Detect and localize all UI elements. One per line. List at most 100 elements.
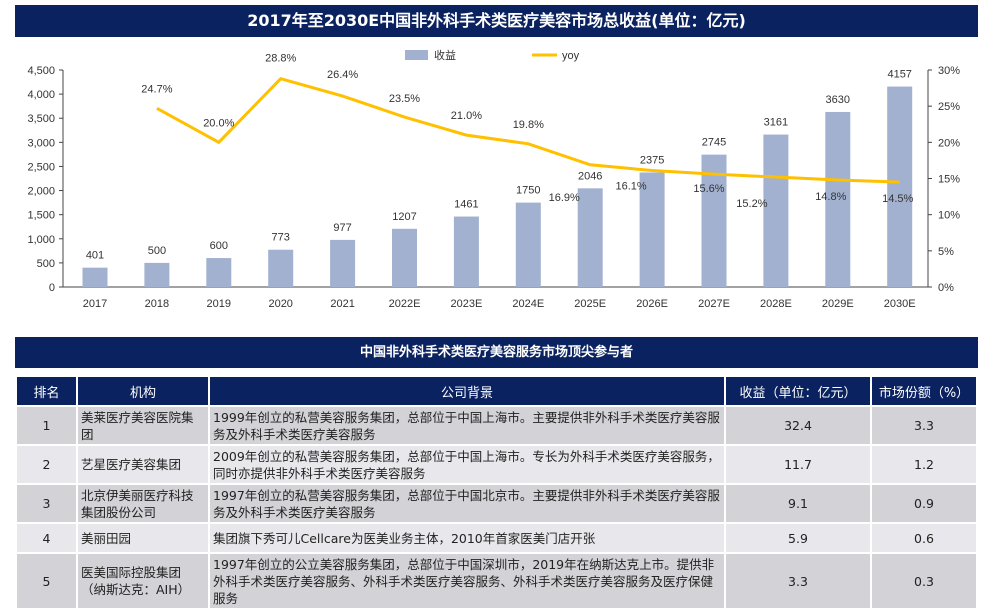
background-cell: 1997年创立的私营美容服务集团，总部位于中国北京市。主要提供非外科手术类医疗美…	[210, 485, 724, 522]
revenue-bar	[206, 258, 232, 287]
yoy-label: 26.4%	[327, 69, 358, 81]
revenue-bar	[887, 86, 913, 287]
rank-cell: 1	[17, 407, 76, 444]
header-org: 机构	[78, 377, 208, 405]
right-tick-label: 25%	[938, 101, 960, 113]
revenue-bar	[577, 188, 603, 287]
rank-cell: 3	[17, 485, 76, 522]
left-tick-label: 1,500	[27, 210, 55, 222]
bar-value-label: 773	[272, 232, 290, 244]
org-cell: 美丽田园	[78, 524, 208, 552]
revenue-chart: 0 500 1,000 1,500 2,000 2,500 3,000 3,500 4,000 4…	[27, 48, 960, 310]
background-cell: 2009年创立的私营美容服务集团，总部位于中国上海市。专长为外科手术类医疗美容服…	[210, 446, 724, 483]
top-players-table: 排名 机构 公司背景 收益（单位：亿元） 市场份额（%） 1 美莱医疗美容医院集团…	[15, 375, 978, 610]
revenue-bar	[639, 172, 665, 287]
rank-cell: 5	[17, 554, 76, 608]
yoy-label: 20.0%	[203, 117, 234, 129]
chart-title: 2017年至2030E中国非外科手术类医疗美容市场总收益(单位：亿元)	[15, 5, 978, 37]
yoy-label: 16.1%	[615, 181, 646, 193]
left-tick-label: 3,500	[27, 113, 55, 125]
yoy-label: 21.0%	[451, 110, 482, 122]
right-tick-label: 20%	[938, 137, 960, 149]
x-tick-label: 2021	[330, 298, 354, 310]
x-tick-label: 2027E	[698, 298, 730, 310]
left-tick-label: 1,000	[27, 234, 55, 246]
x-tick-label: 2029E	[822, 298, 854, 310]
bar-value-label: 1207	[392, 211, 416, 223]
share-cell: 0.3	[872, 554, 976, 608]
bar-value-label: 2375	[640, 154, 664, 166]
bar-value-label: 2745	[702, 137, 726, 149]
org-cell: 医美国际控股集团（纳斯达克：AIH）	[78, 554, 208, 608]
yoy-label: 15.6%	[693, 183, 724, 195]
x-tick-label: 2026E	[636, 298, 668, 310]
table-row: 1 美莱医疗美容医院集团 1999年创立的私营美容服务集团，总部位于中国上海市。主要…	[17, 407, 976, 444]
x-tick-label: 2028E	[760, 298, 792, 310]
left-tick-label: 2,000	[27, 186, 55, 198]
bar-value-label: 2046	[578, 170, 602, 182]
share-cell: 0.9	[872, 485, 976, 522]
revenue-cell: 11.7	[726, 446, 870, 483]
yoy-label: 14.5%	[882, 193, 913, 205]
x-tick-label: 2018	[145, 298, 169, 310]
x-tick-label: 2023E	[450, 298, 482, 310]
bar-value-label: 3630	[826, 94, 850, 106]
table-header-row: 排名 机构 公司背景 收益（单位：亿元） 市场份额（%）	[17, 377, 976, 405]
revenue-bar	[515, 202, 541, 287]
bar-value-label: 600	[210, 240, 228, 252]
legend-bar-label: 收益	[434, 48, 456, 62]
x-tick-label: 2019	[207, 298, 231, 310]
right-tick-label: 10%	[938, 210, 960, 222]
revenue-cell: 3.3	[726, 554, 870, 608]
revenue-bar	[392, 228, 417, 287]
table-row: 5 医美国际控股集团（纳斯达克：AIH） 1997年创立的公立美容服务集团，总部位于…	[17, 554, 976, 608]
left-tick-label: 0	[49, 282, 55, 294]
share-cell: 0.6	[872, 524, 976, 552]
background-cell: 集团旗下秀可儿Cellcare为医美业务主体，2010年首家医美门店开张	[210, 524, 724, 552]
share-cell: 3.3	[872, 407, 976, 444]
yoy-label: 14.8%	[815, 191, 846, 203]
rank-cell: 2	[17, 446, 76, 483]
yoy-label: 23.5%	[389, 93, 420, 105]
x-tick-label: 2022E	[389, 298, 421, 310]
table-row: 4 美丽田园 集团旗下秀可儿Cellcare为医美业务主体，2010年首家医美门店开…	[17, 524, 976, 552]
yoy-label: 15.2%	[736, 198, 767, 210]
revenue-bar	[82, 267, 108, 287]
rank-cell: 4	[17, 524, 76, 552]
bar-value-label: 401	[86, 250, 104, 262]
revenue-cell: 32.4	[726, 407, 870, 444]
legend-bar-swatch	[405, 50, 428, 60]
right-tick-label: 5%	[938, 246, 954, 258]
revenue-cell: 5.9	[726, 524, 870, 552]
bar-value-label: 4157	[887, 69, 911, 81]
header-background: 公司背景	[210, 377, 724, 405]
left-tick-label: 4,500	[27, 65, 55, 77]
table-row: 3 北京伊美丽医疗科技集团股份公司 1997年创立的私营美容服务集团，总部位于中国北…	[17, 485, 976, 522]
org-cell: 艺星医疗美容集团	[78, 446, 208, 483]
revenue-bar	[268, 249, 294, 287]
yoy-line	[156, 76, 900, 184]
bar-value-label: 1461	[454, 199, 478, 211]
bar-value-label: 500	[148, 245, 166, 257]
header-share: 市场份额（%）	[872, 377, 976, 405]
header-revenue: 收益（单位：亿元）	[726, 377, 870, 405]
right-tick-label: 0%	[938, 282, 954, 294]
yoy-label: 28.8%	[265, 53, 296, 65]
legend-line-label: yoy	[562, 50, 580, 62]
revenue-bar	[763, 134, 789, 287]
x-tick-label: 2017	[83, 298, 107, 310]
yoy-label: 19.8%	[513, 119, 544, 131]
right-tick-label: 30%	[938, 65, 960, 77]
right-tick-label: 15%	[938, 174, 960, 186]
left-tick-label: 4,000	[27, 89, 55, 101]
revenue-cell: 9.1	[726, 485, 870, 522]
table-row: 2 艺星医疗美容集团 2009年创立的私营美容服务集团，总部位于中国上海市。专长为外…	[17, 446, 976, 483]
x-tick-label: 2025E	[574, 298, 606, 310]
revenue-bar	[144, 262, 170, 287]
background-cell: 1999年创立的私营美容服务集团，总部位于中国上海市。主要提供非外科手术类医疗美…	[210, 407, 724, 444]
x-tick-label: 2030E	[884, 298, 916, 310]
bar-value-label: 977	[333, 222, 351, 234]
revenue-bar	[453, 216, 479, 287]
x-tick-label: 2020	[268, 298, 292, 310]
